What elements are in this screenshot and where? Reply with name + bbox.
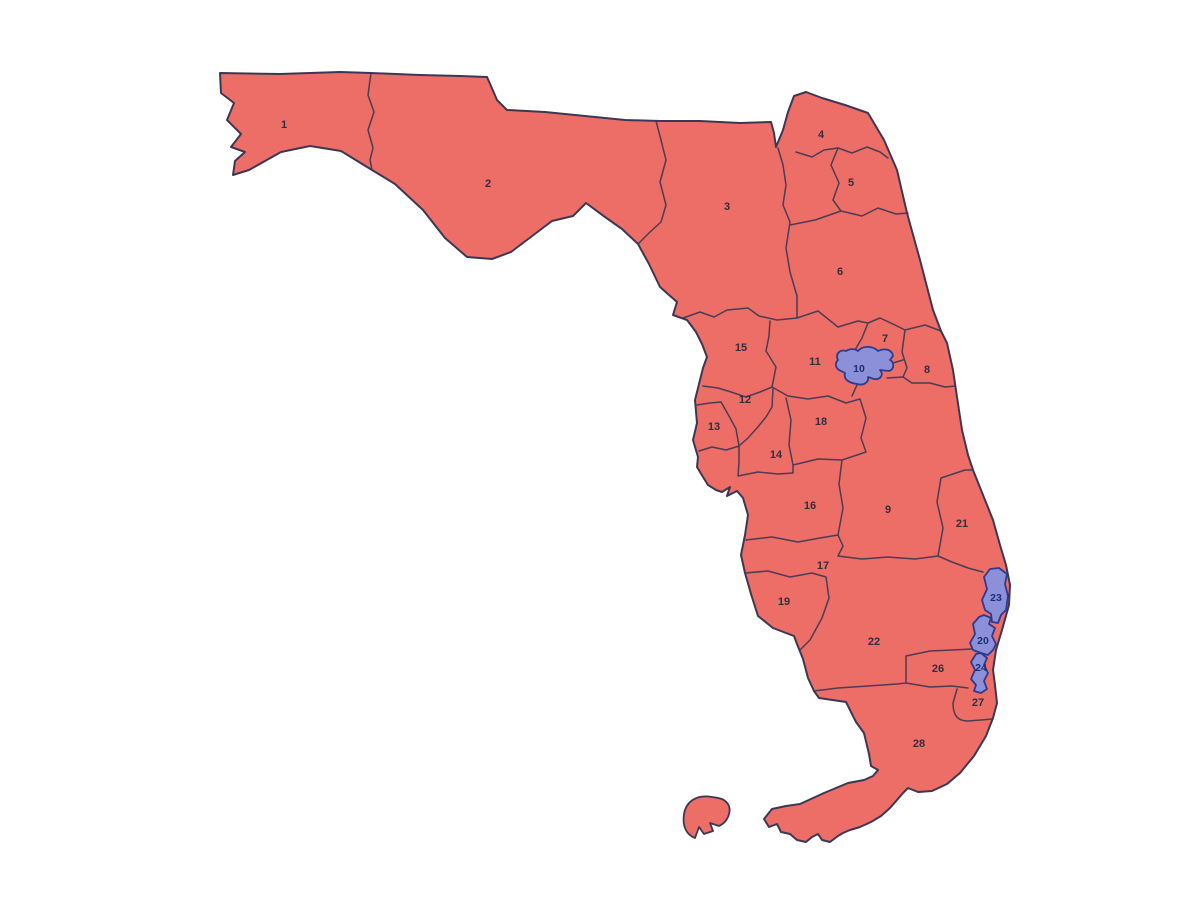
florida-keys-island	[682, 795, 731, 839]
district-labels: 1234567891011121314151617181920212223242…	[281, 119, 1002, 750]
district-shape-24	[970, 652, 989, 694]
district-label-9: 9	[885, 504, 891, 516]
district-label-3: 3	[724, 201, 730, 213]
district-label-10: 10	[853, 363, 865, 375]
district-label-13: 13	[708, 421, 720, 433]
district-label-4: 4	[818, 129, 825, 141]
district-label-21: 21	[956, 518, 968, 530]
district-label-11: 11	[809, 356, 821, 368]
democratic-districts	[834, 345, 1009, 694]
district-label-26: 26	[932, 663, 944, 675]
district-label-28: 28	[913, 738, 925, 750]
district-label-20: 20	[977, 635, 989, 647]
district-label-24: 24	[975, 662, 987, 674]
district-label-5: 5	[848, 177, 854, 189]
district-borders	[367, 72, 994, 722]
district-shape-10	[834, 345, 895, 386]
district-label-16: 16	[804, 500, 816, 512]
district-label-8: 8	[924, 364, 930, 376]
florida-state-shape	[219, 71, 1011, 843]
district-shape-20	[969, 614, 997, 656]
district-label-17: 17	[817, 560, 829, 572]
district-label-23: 23	[990, 592, 1002, 604]
district-label-7: 7	[882, 333, 888, 345]
district-label-14: 14	[770, 449, 783, 461]
district-label-1: 1	[281, 119, 287, 131]
district-label-12: 12	[739, 394, 751, 406]
district-shape-23	[981, 567, 1009, 624]
district-label-18: 18	[815, 416, 827, 428]
district-label-22: 22	[868, 636, 880, 648]
district-label-2: 2	[485, 178, 491, 190]
district-label-19: 19	[778, 596, 790, 608]
district-label-15: 15	[735, 342, 747, 354]
district-label-6: 6	[837, 266, 843, 278]
district-label-27: 27	[972, 697, 984, 709]
